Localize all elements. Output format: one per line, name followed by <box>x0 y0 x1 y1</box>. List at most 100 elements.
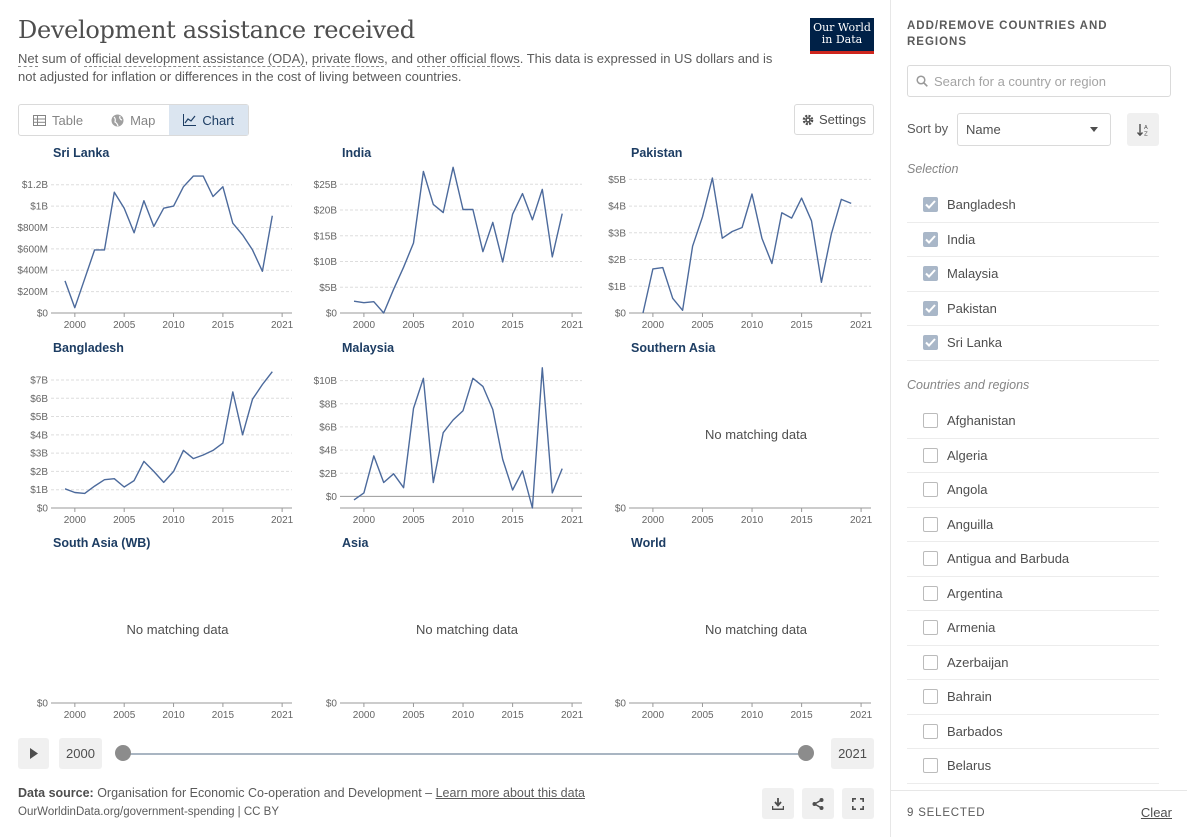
x-tick-label: 2015 <box>790 710 813 721</box>
no-data-message: No matching data <box>416 622 519 637</box>
chart-panel: South Asia (WB) 2000 2005 2010 2015 2021 $0 No … <box>37 536 294 721</box>
net-link[interactable]: Net <box>18 51 39 67</box>
page-title: Development assistance received <box>18 16 415 44</box>
x-tick-label: 2005 <box>113 320 136 331</box>
y-tick-label: $2B <box>319 469 337 480</box>
tab-map[interactable]: Map <box>97 105 169 135</box>
y-tick-label: $200M <box>17 287 48 298</box>
chart-panel: Bangladesh 2000 2005 2010 2015 2021 $0 $1B $2B $3… <box>30 341 293 526</box>
checkbox[interactable] <box>923 585 938 601</box>
x-tick-label: 2005 <box>402 710 425 721</box>
owid-logo[interactable]: Our World in Data <box>810 18 874 54</box>
x-tick-label: 2021 <box>561 320 584 331</box>
entity-item[interactable]: Azerbaijan <box>907 646 1159 680</box>
checkbox[interactable] <box>923 689 938 705</box>
entity-item[interactable]: Barbados <box>907 715 1159 749</box>
panel-title: Southern Asia <box>631 341 716 355</box>
settings-button[interactable]: Settings <box>794 104 874 135</box>
x-tick-label: 2021 <box>271 320 294 331</box>
data-source: Data source: Organisation for Economic C… <box>18 786 585 800</box>
svg-text:Z: Z <box>1144 131 1148 136</box>
entity-item[interactable]: Argentina <box>907 577 1159 611</box>
checkbox[interactable] <box>923 482 938 498</box>
checkmark-icon <box>925 235 936 244</box>
chart-panel: Asia 2000 2005 2010 2015 2021 $0 No matching da… <box>326 536 584 721</box>
end-year[interactable]: 2021 <box>831 738 874 769</box>
clear-button[interactable]: Clear <box>1140 805 1172 820</box>
series-line <box>642 177 852 314</box>
checkbox-checked[interactable] <box>923 197 938 213</box>
checkbox[interactable] <box>923 447 938 463</box>
x-tick-label: 2010 <box>741 710 764 721</box>
entity-item[interactable]: India <box>907 223 1159 257</box>
expand-icon <box>852 797 864 810</box>
checkbox[interactable] <box>923 620 938 636</box>
start-year[interactable]: 2000 <box>59 738 102 769</box>
x-tick-label: 2000 <box>64 710 87 721</box>
no-data-message: No matching data <box>705 622 808 637</box>
x-tick-label: 2005 <box>402 515 425 526</box>
timeline-start-handle[interactable] <box>115 745 131 761</box>
checkbox[interactable] <box>923 551 938 567</box>
checkbox[interactable] <box>923 723 938 739</box>
y-tick-label: $7B <box>30 375 48 386</box>
entity-item[interactable]: Armenia <box>907 611 1159 646</box>
entity-item[interactable]: Antigua and Barbuda <box>907 542 1159 577</box>
timeline-end-handle[interactable] <box>798 745 814 761</box>
y-tick-label: $5B <box>30 412 48 423</box>
entity-item[interactable]: Malaysia <box>907 257 1159 292</box>
x-tick-label: 2010 <box>452 320 475 331</box>
learn-more-link[interactable]: Learn more about this data <box>435 786 585 800</box>
share-button[interactable] <box>802 788 834 819</box>
checkbox[interactable] <box>923 758 938 774</box>
x-tick-label: 2021 <box>850 515 873 526</box>
chevron-down-icon <box>1090 127 1098 132</box>
x-tick-label: 2015 <box>212 515 235 526</box>
timeline-track[interactable] <box>123 753 806 755</box>
fullscreen-button[interactable] <box>842 788 874 819</box>
search-input[interactable]: Search for a country or region <box>907 65 1171 97</box>
entity-item[interactable]: Belarus <box>907 749 1159 784</box>
download-button[interactable] <box>762 788 794 819</box>
entity-item[interactable]: Angola <box>907 473 1159 508</box>
checkbox-checked[interactable] <box>923 266 938 282</box>
private-flows-link[interactable]: private flows <box>311 51 385 67</box>
entity-item[interactable]: Bangladesh <box>907 188 1159 223</box>
entity-item[interactable]: Algeria <box>907 439 1159 473</box>
entity-item[interactable]: Bahrain <box>907 680 1159 715</box>
timeline: 2000 2021 <box>18 738 874 770</box>
x-tick-label: 2021 <box>561 515 584 526</box>
y-tick-label: $8B <box>319 399 337 410</box>
sort-select[interactable]: Name <box>957 113 1111 146</box>
checkbox[interactable] <box>923 516 938 532</box>
entity-item[interactable]: Anguilla <box>907 508 1159 542</box>
x-tick-label: 2005 <box>691 515 714 526</box>
entity-item[interactable]: Afghanistan <box>907 404 1159 439</box>
chart-panel: India 2000 2005 2010 2015 2021 $0 $5B $10B $15B $2… <box>314 146 584 331</box>
checkbox-checked[interactable] <box>923 231 938 247</box>
checkbox-checked[interactable] <box>923 300 938 316</box>
y-tick-label: $5B <box>319 283 337 294</box>
tab-table[interactable]: Table <box>19 105 97 135</box>
play-button[interactable] <box>18 738 49 769</box>
sidebar-footer: 9 SELECTED Clear <box>891 790 1187 837</box>
y-tick-label: $15B <box>314 231 338 242</box>
other-official-flows-link[interactable]: other official flows <box>416 51 520 67</box>
entity-label: Azerbaijan <box>947 654 1009 670</box>
y-tick-label: $0 <box>615 504 627 515</box>
entity-label: Antigua and Barbuda <box>947 551 1070 567</box>
oda-link[interactable]: official development assistance (ODA) <box>84 51 305 67</box>
entity-label: Bahrain <box>947 689 992 705</box>
x-tick-label: 2015 <box>501 320 524 331</box>
checkbox[interactable] <box>923 654 938 670</box>
series-line <box>64 175 273 309</box>
entity-item[interactable]: Sri Lanka <box>907 326 1159 361</box>
checkbox[interactable] <box>923 413 938 429</box>
x-tick-label: 2000 <box>353 515 376 526</box>
x-tick-label: 2015 <box>212 710 235 721</box>
entity-item[interactable]: Pakistan <box>907 292 1159 326</box>
view-tabs: Table Map Chart <box>18 104 250 136</box>
tab-chart[interactable]: Chart <box>169 105 249 135</box>
checkbox-checked[interactable] <box>923 335 938 351</box>
